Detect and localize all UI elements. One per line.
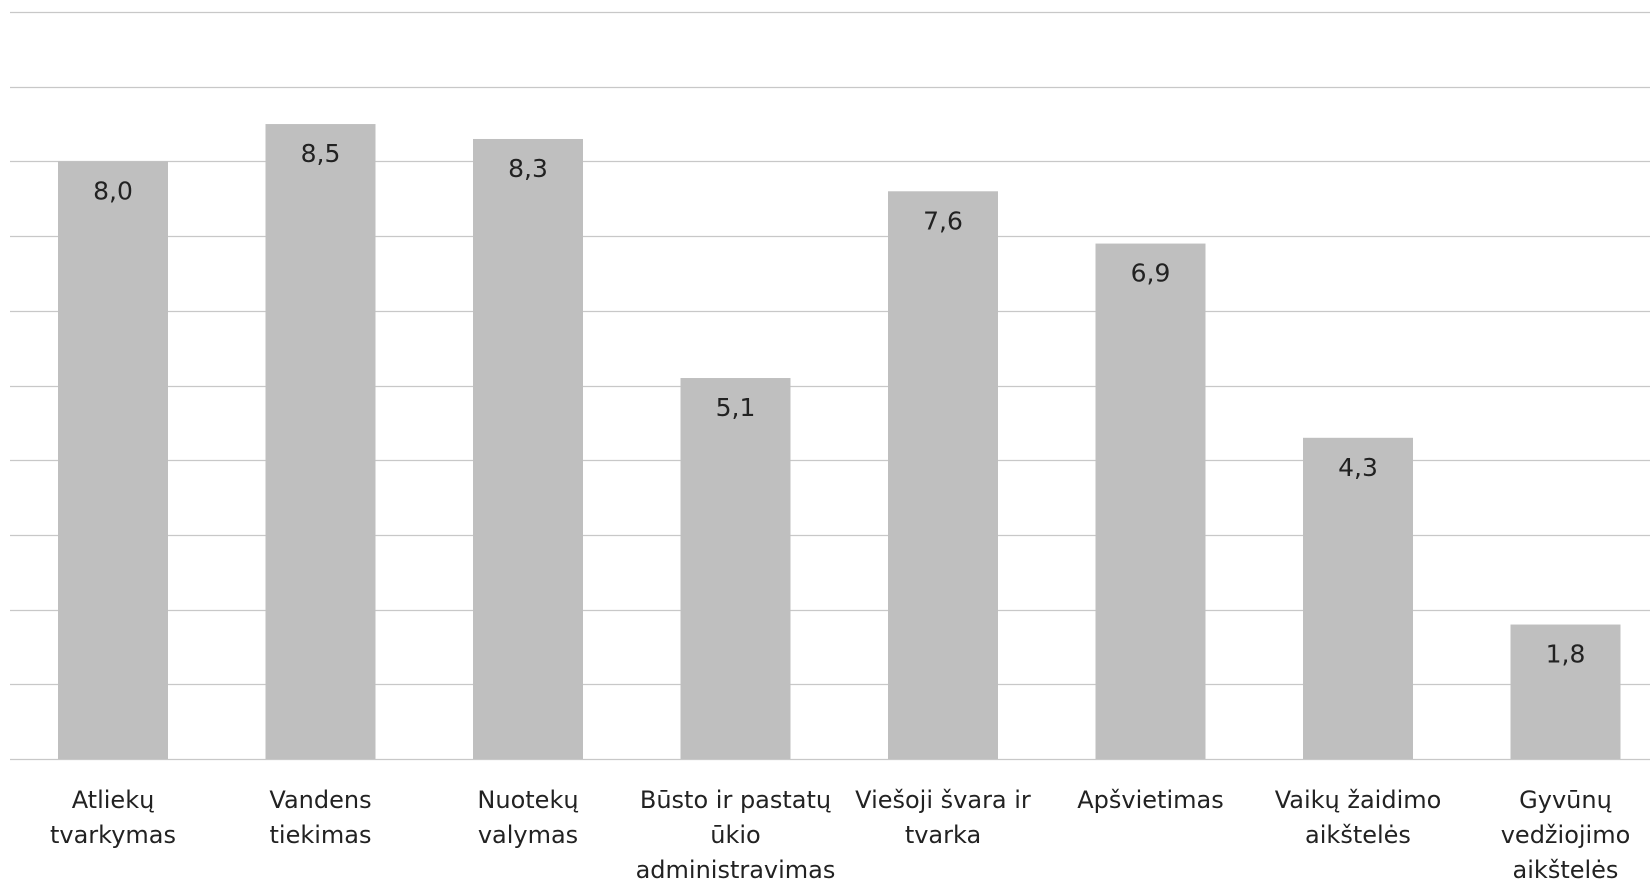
category-label-line: Vandens	[269, 786, 371, 814]
bars	[58, 124, 1621, 760]
category-labels: Atliekų tvarkymas Vandens tiekimas Nuotekų va…	[50, 786, 1631, 884]
bar	[473, 138, 583, 760]
data-label: 8,0	[93, 176, 133, 205]
bar	[58, 161, 168, 759]
category-label-line: valymas	[478, 821, 578, 849]
category-label-line: tvarkymas	[50, 821, 176, 849]
value-labels: 8,0 8,5 8,3 5,1 7,6 6,9 4,3 1,8	[93, 139, 1585, 668]
category-label-line: vedžiojimo	[1501, 821, 1631, 849]
data-label: 5,1	[716, 393, 756, 422]
category-label: Būsto ir pastatų ūkio administravimas	[636, 786, 836, 882]
category-label-line: Būsto ir pastatų	[640, 786, 831, 814]
data-label: 8,3	[508, 154, 548, 183]
category-label-line: ūkio	[710, 821, 760, 849]
category-label: Nuotekų valymas	[477, 786, 578, 849]
data-label: 4,3	[1338, 453, 1378, 482]
category-label-line: Gyvūnų	[1519, 786, 1612, 814]
category-label-line: Vaikų žaidimo	[1275, 786, 1442, 814]
category-label-line: Nuotekų	[477, 786, 578, 814]
category-label: Gyvūnų vedžiojimo aikštelės	[1501, 786, 1631, 882]
category-label: Vandens tiekimas	[269, 786, 371, 849]
bar	[680, 378, 791, 759]
bar	[265, 124, 376, 760]
category-label: Atliekų tvarkymas	[50, 786, 176, 849]
bar	[1510, 624, 1621, 759]
data-label: 1,8	[1546, 640, 1586, 669]
category-label: Viešoji švara ir tvarka	[855, 786, 1031, 849]
data-label: 8,5	[301, 139, 341, 168]
category-label-line: Apšvietimas	[1077, 786, 1223, 814]
bar	[1303, 437, 1413, 759]
category-label-line: tiekimas	[270, 821, 372, 849]
bar	[888, 191, 998, 759]
category-label-line: aikštelės	[1513, 856, 1619, 882]
category-label-line: tvarka	[905, 821, 981, 849]
category-label-line: administravimas	[636, 856, 836, 882]
category-label: Vaikų žaidimo aikštelės	[1275, 786, 1442, 849]
category-label: Apšvietimas	[1077, 786, 1223, 814]
category-label-line: aikštelės	[1305, 821, 1411, 849]
bar	[1095, 243, 1206, 759]
data-label: 7,6	[923, 206, 963, 235]
category-label-line: Viešoji švara ir	[855, 786, 1031, 814]
data-label: 6,9	[1131, 259, 1171, 288]
category-label-line: Atliekų	[72, 786, 155, 814]
